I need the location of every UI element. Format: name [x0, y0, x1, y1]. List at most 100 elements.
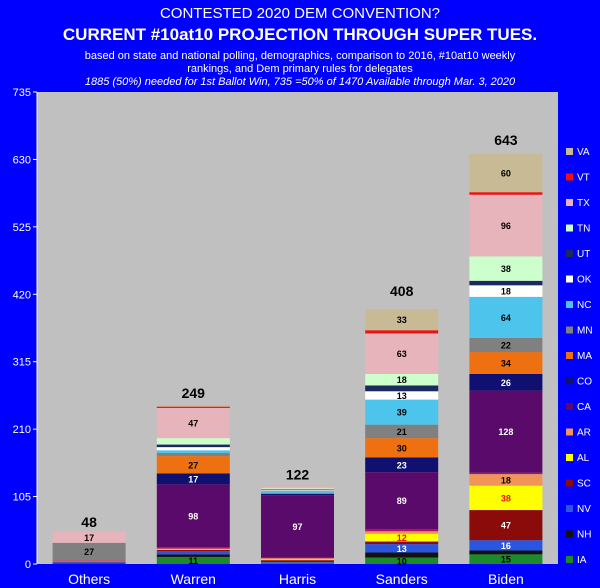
- bar-segment: [469, 472, 543, 475]
- bar-segment: [365, 330, 439, 334]
- data-label: 38: [501, 264, 511, 274]
- bar-segment: [365, 424, 439, 439]
- x-tick-label: Others: [68, 571, 110, 587]
- bar-segment: [261, 493, 334, 495]
- bar-segment: [156, 452, 230, 457]
- bar-segment: [156, 438, 230, 445]
- legend-swatch: [566, 250, 573, 257]
- bar-segment: [156, 447, 230, 451]
- legend-label: NC: [577, 300, 591, 311]
- data-label: 63: [397, 349, 407, 359]
- bar-segment: [261, 494, 334, 496]
- bar-segment: [261, 558, 334, 560]
- bar-segment: [52, 542, 126, 561]
- bar-segment: [469, 540, 543, 551]
- bar-segment: [156, 456, 230, 474]
- legend-label: OK: [577, 275, 592, 286]
- data-label: 17: [84, 533, 94, 543]
- bar-segment: [365, 557, 439, 564]
- bar-segment: [52, 563, 126, 564]
- legend-label: TN: [577, 224, 590, 235]
- data-label: 60: [501, 168, 511, 178]
- bar-segment: [52, 562, 126, 563]
- bar-segment: [261, 560, 334, 563]
- legend-label: NH: [577, 530, 591, 541]
- legend-swatch: [566, 301, 573, 308]
- data-label: 23: [397, 460, 407, 470]
- legend-label: UT: [577, 249, 590, 260]
- data-label: 18: [501, 287, 511, 297]
- legend-swatch: [566, 224, 573, 232]
- x-tick-label: Sanders: [376, 571, 428, 587]
- bar-segment: [52, 560, 126, 562]
- bar-segment: [469, 510, 543, 541]
- bar-segment: [469, 352, 543, 374]
- y-tick-label: 420: [13, 289, 31, 301]
- data-label: 30: [397, 443, 407, 453]
- legend-label: MA: [577, 351, 592, 362]
- bar-segment: [365, 552, 439, 558]
- legend-label: MN: [577, 326, 593, 337]
- data-label: 13: [397, 544, 407, 554]
- legend-label: CO: [577, 377, 592, 388]
- data-label: 34: [501, 358, 511, 368]
- bar-segment: [365, 309, 439, 331]
- bar-segment: [261, 485, 334, 487]
- data-label: 17: [188, 474, 198, 484]
- data-label: 47: [501, 521, 511, 531]
- legend-label: TX: [577, 198, 590, 209]
- data-label: 128: [498, 427, 513, 437]
- bar-segment: [261, 492, 334, 494]
- legend-label: AL: [577, 453, 590, 464]
- data-label: 97: [292, 522, 302, 532]
- header-line-3: based on state and national polling, dem…: [84, 50, 516, 62]
- legend-swatch: [566, 479, 573, 487]
- legend-label: CA: [577, 402, 591, 413]
- y-tick-label: 735: [13, 87, 31, 99]
- legend-label: NV: [577, 504, 591, 515]
- legend-swatch: [566, 352, 573, 359]
- bar-total-label: 408: [390, 283, 414, 299]
- x-tick-label: Harris: [279, 571, 316, 587]
- data-label: 22: [501, 341, 511, 351]
- y-tick-label: 105: [13, 492, 31, 504]
- chart-title: CURRENT #10at10 PROJECTION THROUGH SUPER…: [62, 25, 538, 44]
- bar-segment: [365, 457, 439, 473]
- bar-segment: [365, 373, 439, 386]
- bar-segment: [156, 551, 230, 555]
- bar-segment: [261, 488, 334, 490]
- y-tick-label: 630: [13, 154, 31, 166]
- bar-segment: [156, 405, 230, 407]
- legend-swatch: [566, 454, 573, 461]
- data-label: 96: [501, 221, 511, 231]
- data-label: 38: [501, 493, 511, 503]
- bar-segment: [261, 559, 334, 561]
- bar-segment: [365, 544, 439, 553]
- bar-segment: [156, 407, 230, 439]
- x-tick-label: Warren: [171, 571, 216, 587]
- legend-label: VA: [577, 147, 590, 158]
- data-label: 27: [188, 460, 198, 470]
- bar-segment: [261, 489, 334, 491]
- data-label: 18: [397, 375, 407, 385]
- bar-segment: [469, 192, 543, 195]
- bar-segment: [156, 473, 230, 485]
- legend-label: SC: [577, 479, 591, 490]
- bar-segment: [261, 490, 334, 493]
- bar-segment: [156, 554, 230, 557]
- header-line-1: CONTESTED 2020 DEM CONVENTION?: [159, 5, 441, 22]
- data-label: 13: [397, 391, 407, 401]
- bar-total-label: 48: [81, 514, 97, 530]
- bar-segment: [156, 406, 230, 408]
- bar-segment: [52, 560, 126, 561]
- bar-segment: [469, 474, 543, 486]
- bar-segment: [261, 557, 334, 559]
- bar-segment: [469, 285, 543, 297]
- bar-segment: [52, 561, 126, 563]
- bar-segment: [52, 531, 126, 543]
- y-tick-label: 0: [25, 559, 31, 571]
- y-tick-label: 525: [13, 222, 31, 234]
- data-label: 47: [188, 419, 198, 429]
